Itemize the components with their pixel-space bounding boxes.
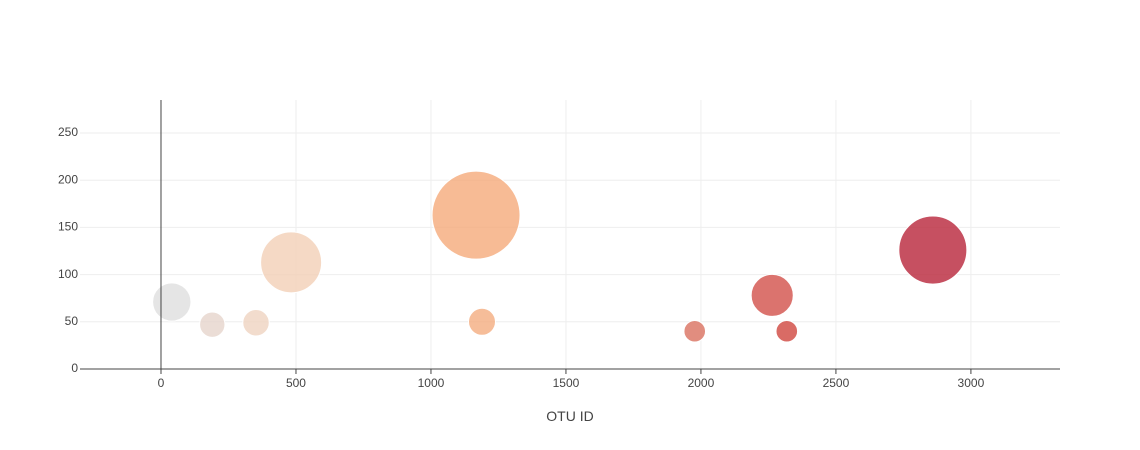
y-tick-label: 100	[58, 267, 78, 281]
y-tick-label: 200	[58, 172, 78, 186]
y-tick-label: 0	[71, 361, 78, 375]
x-axis-title: OTU ID	[546, 408, 593, 424]
bubble-point[interactable]	[775, 319, 799, 343]
x-tick-label: 1000	[418, 376, 445, 390]
x-tick-label: 2500	[823, 376, 850, 390]
x-tick-label: 500	[286, 376, 306, 390]
x-tick-label: 1500	[553, 376, 580, 390]
y-tick-label: 150	[58, 220, 78, 234]
bubbles	[152, 170, 968, 343]
bubble-point[interactable]	[152, 282, 192, 322]
bubble-point[interactable]	[242, 309, 270, 337]
tick-labels: 0 500 1000 1500 2000 2500 3000 0 50 100 150 200 250	[58, 125, 985, 390]
bubble-point[interactable]	[898, 215, 968, 285]
x-tick-label: 2000	[688, 376, 715, 390]
x-tick-label: 3000	[958, 376, 985, 390]
bubble-point[interactable]	[750, 273, 794, 317]
bubble-point[interactable]	[431, 170, 521, 260]
bubble-point[interactable]	[467, 307, 496, 336]
bubble-point[interactable]	[260, 231, 323, 294]
bubble-point[interactable]	[199, 311, 226, 338]
axes	[80, 100, 1060, 374]
y-tick-label: 50	[65, 314, 79, 328]
y-tick-label: 250	[58, 125, 78, 139]
x-tick-label: 0	[158, 376, 165, 390]
bubble-point[interactable]	[683, 319, 707, 343]
